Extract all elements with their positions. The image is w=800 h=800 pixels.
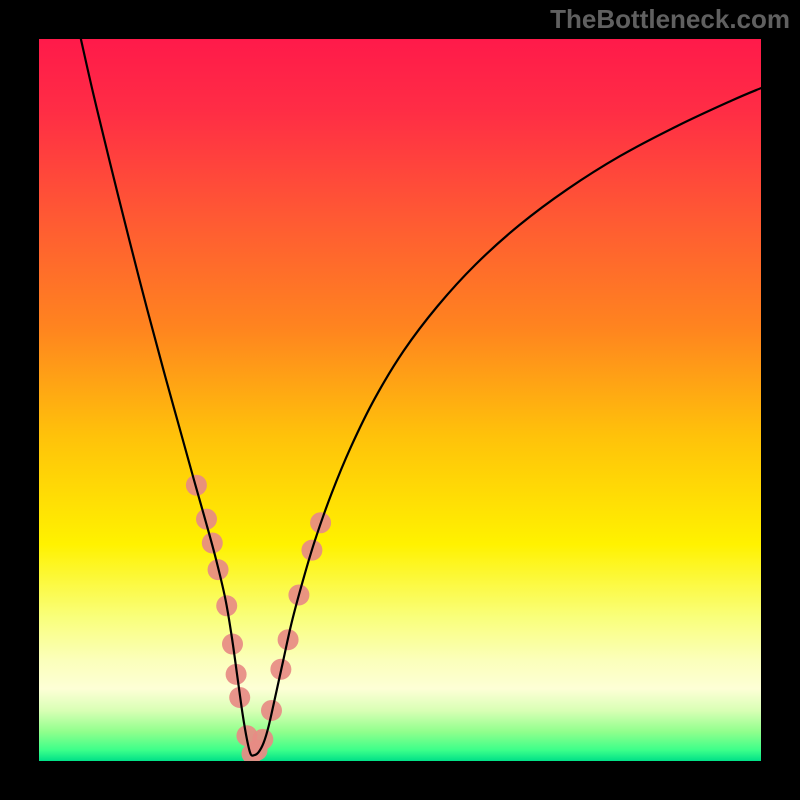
watermark-text: TheBottleneck.com [550, 4, 790, 35]
chart-plot-area [39, 39, 761, 761]
bottleneck-curve-chart [39, 39, 761, 761]
gradient-background [39, 39, 761, 761]
